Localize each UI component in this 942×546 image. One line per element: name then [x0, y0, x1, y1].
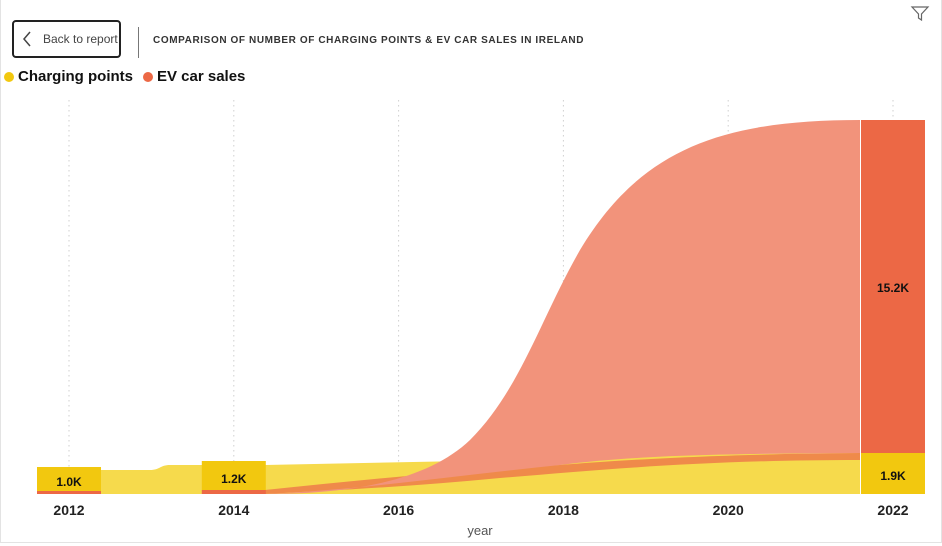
- x-axis-title: year: [467, 523, 493, 538]
- charging-label-2012: 1.0K: [56, 475, 82, 489]
- legend-item-charging-points[interactable]: Charging points: [4, 68, 133, 85]
- filter-icon[interactable]: [910, 5, 930, 23]
- chevron-left-icon: [23, 31, 31, 47]
- x-tick-2016: 2016: [383, 502, 414, 518]
- ev-sales-ribbon-low: [265, 453, 860, 494]
- charging-label-2022: 1.9K: [880, 469, 906, 483]
- x-tick-2020: 2020: [713, 502, 744, 518]
- legend-swatch-ev: [143, 71, 153, 82]
- x-tick-2014: 2014: [218, 502, 249, 518]
- legend-label-charging: Charging points: [18, 68, 133, 85]
- charging-bar-2012[interactable]: [37, 467, 101, 491]
- charging-bar-2022[interactable]: [861, 453, 925, 494]
- legend-item-ev-car-sales[interactable]: EV car sales: [143, 68, 245, 85]
- chart-title: COMPARISON OF NUMBER OF CHARGING POINTS …: [153, 35, 585, 46]
- x-tick-2018: 2018: [548, 502, 579, 518]
- charging-bar-2014[interactable]: [201, 461, 266, 490]
- x-tick-2012: 2012: [53, 502, 84, 518]
- legend-label-ev: EV car sales: [157, 68, 246, 85]
- ev-sales-ribbon: [265, 120, 860, 494]
- header-divider: [138, 27, 139, 58]
- ev-bar-2012[interactable]: [37, 491, 101, 494]
- chart-legend: Charging points EV car sales: [4, 68, 255, 85]
- legend-swatch-charging: [4, 71, 14, 82]
- ev-bar-2014[interactable]: [201, 490, 266, 494]
- back-to-report-button[interactable]: Back to report: [12, 20, 121, 58]
- charging-label-2014: 1.2K: [221, 472, 247, 486]
- back-to-report-label: Back to report: [43, 32, 118, 46]
- ev-bar-2022-main[interactable]: [861, 120, 925, 453]
- ev-label-2022: 15.2K: [877, 281, 909, 295]
- x-tick-2022: 2022: [877, 502, 908, 518]
